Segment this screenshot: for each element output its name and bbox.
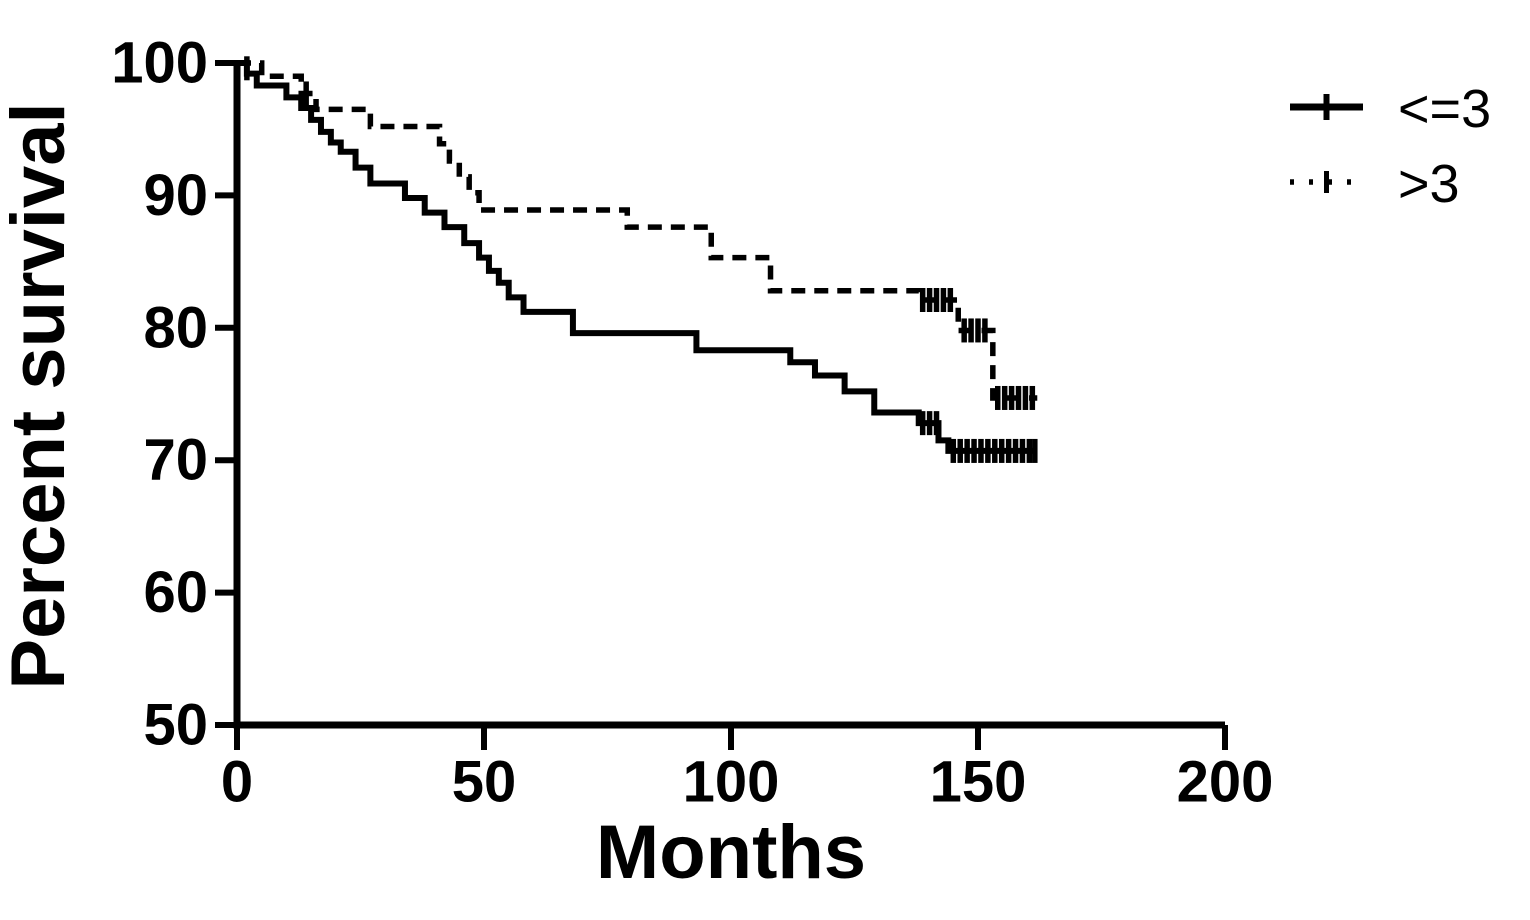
series-line-1 (237, 60, 1038, 401)
x-tick-label: 200 (1177, 750, 1274, 815)
y-tick-label: 60 (143, 560, 208, 625)
legend-label: >3 (1398, 154, 1460, 214)
series-line-0 (237, 60, 1038, 454)
series-0 (237, 56, 1038, 463)
y-tick-label: 90 (143, 163, 208, 228)
x-axis-title: Months (596, 810, 866, 895)
x-tick-label: 100 (683, 750, 780, 815)
x-tick-label: 50 (452, 750, 517, 815)
y-tick-label: 50 (143, 693, 208, 758)
y-tick-label: 80 (143, 295, 208, 360)
x-tick-label: 0 (221, 750, 253, 815)
legend-item-1: >3 (1290, 154, 1460, 214)
y-tick-label: 100 (111, 31, 208, 96)
legend-item-0: <=3 (1290, 79, 1491, 139)
x-tick-label: 150 (930, 750, 1027, 815)
legend: <=3>3 (1290, 79, 1491, 214)
series-1 (237, 60, 1038, 410)
y-axis-title: Percent survival (0, 102, 81, 689)
legend-label: <=3 (1398, 79, 1491, 139)
y-tick-label: 70 (143, 428, 208, 493)
